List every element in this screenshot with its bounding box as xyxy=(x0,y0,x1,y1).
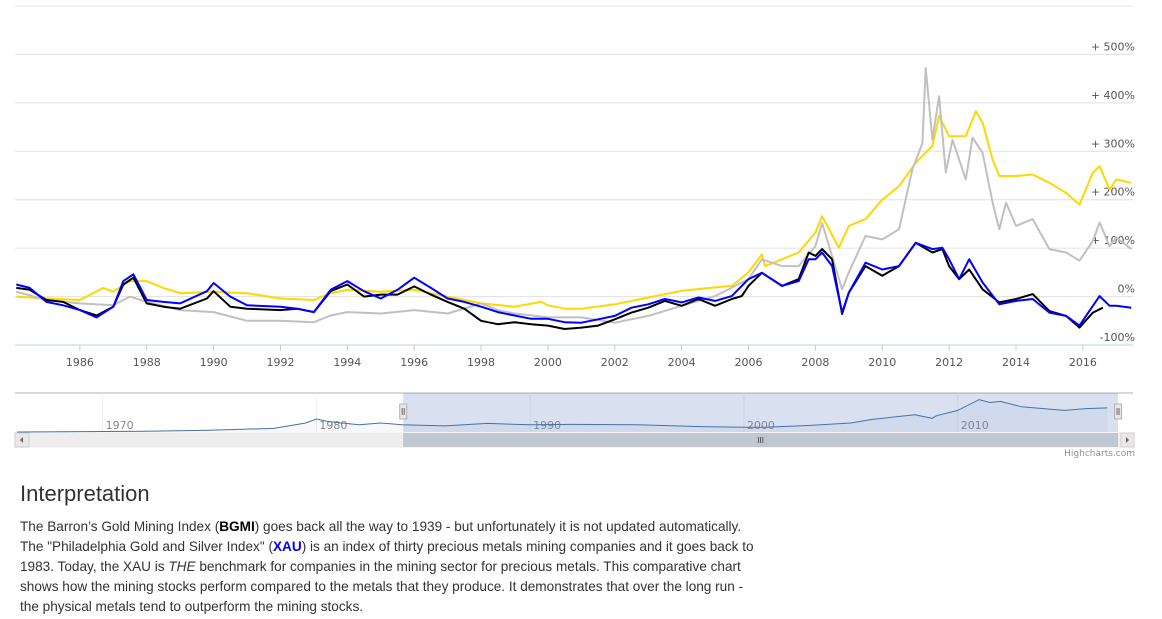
paragraph-text: ) is an index of thirty precious metals … xyxy=(20,539,754,574)
navigator[interactable]: 1970 1980 1990 2000 2010 xyxy=(15,392,1133,433)
y-tick-label: -100% xyxy=(1100,331,1135,344)
x-tick-label: 1992 xyxy=(266,356,294,369)
paragraph-text: benchmark for companies in the mining se… xyxy=(20,559,744,614)
y-axis-labels: -100%0%+ 100%+ 200%+ 300%+ 400%+ 500% xyxy=(1091,40,1135,344)
y-tick-label: + 500% xyxy=(1091,40,1135,53)
scrollbar-thumb[interactable] xyxy=(403,433,1119,447)
stock-chart: -100%0%+ 100%+ 200%+ 300%+ 400%+ 500% 19… xyxy=(14,5,1135,448)
x-tick-label: 1986 xyxy=(66,356,94,369)
emphasis-text: BGMI xyxy=(219,519,255,534)
y-tick-label: + 400% xyxy=(1091,89,1135,102)
x-tick-label: 2006 xyxy=(735,356,763,369)
series-line-3 xyxy=(16,241,1104,330)
scrollbar[interactable]: III xyxy=(14,432,1135,448)
section-title: Interpretation xyxy=(20,481,150,506)
interpretation-paragraph: The Barron’s Gold Mining Index (BGMI) go… xyxy=(20,517,760,617)
x-tick-label: 1998 xyxy=(467,356,495,369)
x-tick-label: 2010 xyxy=(868,356,896,369)
navigator-tick-label: 1970 xyxy=(106,419,134,432)
x-tick-label: 2008 xyxy=(801,356,829,369)
y-tick-label: + 200% xyxy=(1091,186,1135,199)
navigator-tick-label: 2010 xyxy=(961,419,989,432)
arrow-left-icon xyxy=(20,437,23,443)
y-tick-label: + 300% xyxy=(1091,137,1135,150)
series-line-2 xyxy=(16,67,1132,324)
x-axis: 1986 1988 1990 1992 1994 1996 1998 2000 2002 2004… xyxy=(15,344,1133,369)
paragraph-text: ) goes back all the way to 1939 - but un… xyxy=(20,519,742,554)
scrollbar-grip: III xyxy=(757,436,764,445)
navigator-series-line xyxy=(17,399,1108,433)
series-line-1 xyxy=(16,110,1132,310)
x-tick-label: 2002 xyxy=(601,356,629,369)
x-tick-label: 1990 xyxy=(200,356,228,369)
navigator-tick-label: 1990 xyxy=(533,419,561,432)
x-tick-label: 1996 xyxy=(400,356,428,369)
x-tick-label: 1988 xyxy=(133,356,161,369)
arrow-right-icon xyxy=(1126,437,1129,443)
navigator-handle-left[interactable] xyxy=(399,403,408,420)
y-tick-label: 0% xyxy=(1118,283,1135,296)
x-tick-label: 2000 xyxy=(534,356,562,369)
series-lines xyxy=(16,67,1132,330)
x-tick-label: 2016 xyxy=(1069,356,1097,369)
highcharts-credits[interactable]: Highcharts.com xyxy=(1064,449,1135,459)
emphasis-text: THE xyxy=(168,559,196,574)
x-tick-label: 1994 xyxy=(333,356,361,369)
x-tick-label: 2004 xyxy=(668,356,696,369)
series-line-4 xyxy=(16,241,1132,327)
navigator-tick-label: 1980 xyxy=(319,419,347,432)
x-tick-label: 2014 xyxy=(1002,356,1030,369)
navigator-selected-range[interactable] xyxy=(403,393,1119,432)
navigator-handle-right[interactable] xyxy=(1114,403,1123,420)
navigator-area xyxy=(17,399,1108,432)
grid-lines xyxy=(15,5,1133,298)
xau-link[interactable]: XAU xyxy=(272,539,302,554)
navigator-tick-label: 2000 xyxy=(747,419,775,432)
paragraph-text: The Barron’s Gold Mining Index ( xyxy=(20,519,220,534)
x-tick-label: 2012 xyxy=(935,356,963,369)
